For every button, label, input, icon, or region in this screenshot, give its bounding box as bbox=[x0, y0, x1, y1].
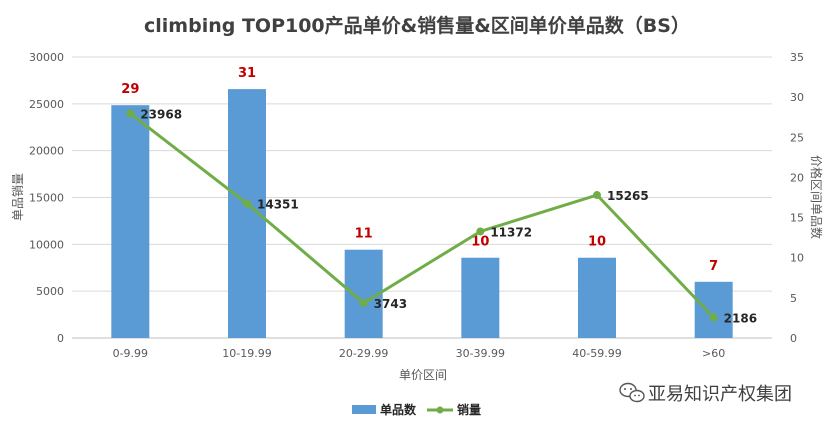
line-point bbox=[709, 313, 718, 322]
bar-data-label: 10 bbox=[471, 235, 489, 250]
left-tick-label: 25000 bbox=[29, 98, 64, 111]
left-tick-label: 5000 bbox=[36, 285, 64, 298]
line-point bbox=[126, 109, 135, 118]
bar-data-label: 7 bbox=[709, 259, 718, 274]
right-tick-label: 25 bbox=[790, 131, 804, 144]
bar-data-label: 10 bbox=[588, 235, 606, 250]
line-point bbox=[359, 298, 368, 307]
legend-label-line: 销量 bbox=[457, 402, 481, 417]
x-tick-label: 40-59.99 bbox=[572, 347, 621, 360]
right-tick-label: 15 bbox=[790, 212, 804, 225]
line-series: 23968 14351 3743 11372 15265 2186 bbox=[126, 107, 757, 326]
left-tick-label: 20000 bbox=[29, 145, 64, 158]
gridlines bbox=[72, 56, 772, 339]
line-path bbox=[129, 112, 715, 319]
right-axis-title: 价格区间单品数 bbox=[809, 155, 824, 239]
line-data-label: 3743 bbox=[374, 297, 407, 311]
left-axis-title: 单品销量 bbox=[11, 173, 25, 221]
x-tick-label: 10-19.99 bbox=[222, 347, 271, 360]
line-data-label: 23968 bbox=[140, 107, 182, 121]
line-data-label: 11372 bbox=[490, 225, 532, 239]
left-tick-label: 10000 bbox=[29, 238, 64, 251]
bar-data-label: 11 bbox=[355, 227, 373, 242]
line-data-label: 15265 bbox=[607, 189, 649, 203]
line-point bbox=[476, 227, 485, 236]
x-tick-label: >60 bbox=[702, 347, 725, 360]
bar-data-label: 29 bbox=[121, 82, 139, 97]
right-axis-ticks: 0 5 10 15 20 25 30 35 bbox=[790, 51, 804, 345]
chart-title: climbing TOP100产品单价&销售量&区间单价单品数（BS） bbox=[144, 14, 690, 37]
legend-label-bars: 单品数 bbox=[380, 402, 417, 417]
legend-swatch-marker bbox=[436, 406, 444, 414]
bar bbox=[111, 105, 150, 339]
bar bbox=[461, 257, 500, 338]
right-tick-label: 0 bbox=[790, 332, 797, 345]
right-tick-label: 20 bbox=[790, 171, 804, 184]
x-tick-label: 0-9.99 bbox=[113, 347, 148, 360]
x-tick-label: 30-39.99 bbox=[456, 347, 505, 360]
x-tick-label: 20-29.99 bbox=[339, 347, 388, 360]
watermark: 亚易知识产权集团 bbox=[619, 382, 792, 405]
x-axis-title: 单价区间 bbox=[399, 368, 447, 382]
left-axis-ticks: 0 5000 10000 15000 20000 25000 30000 bbox=[29, 51, 64, 345]
legend: 单品数 销量 bbox=[352, 402, 481, 417]
line-data-label: 14351 bbox=[257, 198, 299, 212]
x-axis-ticks: 0-9.99 10-19.99 20-29.99 30-39.99 40-59.99 >6… bbox=[113, 347, 726, 360]
right-tick-label: 10 bbox=[790, 252, 804, 265]
line-point bbox=[243, 199, 251, 208]
line-data-label: 2186 bbox=[724, 312, 757, 326]
legend-swatch-bars bbox=[352, 405, 376, 414]
left-tick-label: 0 bbox=[57, 332, 64, 345]
left-tick-label: 30000 bbox=[29, 51, 64, 64]
bar-series: 29 31 11 10 10 7 bbox=[111, 66, 733, 339]
left-tick-label: 15000 bbox=[29, 192, 64, 205]
bar-data-label: 31 bbox=[238, 66, 256, 81]
watermark-text: 亚易知识产权集团 bbox=[648, 384, 792, 405]
line-point bbox=[593, 191, 601, 200]
right-tick-label: 5 bbox=[790, 292, 797, 305]
wechat-icon bbox=[619, 382, 645, 403]
bar bbox=[694, 281, 733, 338]
right-tick-label: 30 bbox=[790, 91, 804, 104]
bar bbox=[578, 257, 616, 338]
right-tick-label: 35 bbox=[790, 51, 804, 64]
